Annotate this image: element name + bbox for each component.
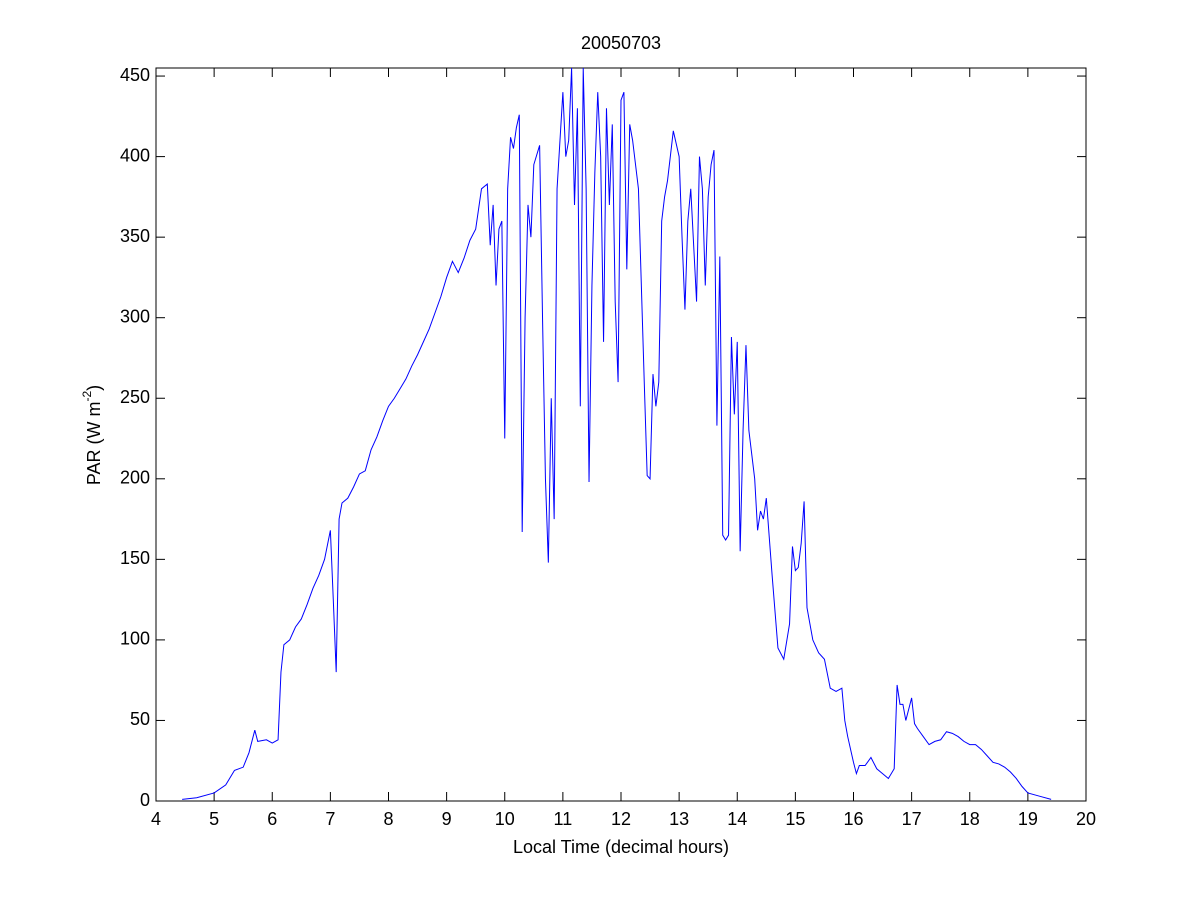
- y-axis-label-suffix: ): [84, 385, 104, 391]
- y-axis-label-text: PAR (W m: [84, 402, 104, 486]
- data-line: [182, 67, 1052, 800]
- x-tick-label: 5: [209, 809, 219, 829]
- x-tick-label: 14: [727, 809, 747, 829]
- x-tick-label: 13: [669, 809, 689, 829]
- y-tick-label: 0: [140, 790, 150, 810]
- x-tick-label: 15: [785, 809, 805, 829]
- x-tick-label: 7: [325, 809, 335, 829]
- y-axis-label-sup: -2: [80, 391, 94, 402]
- y-tick-label: 300: [120, 306, 150, 326]
- x-tick-label: 19: [1018, 809, 1038, 829]
- x-axis-label: Local Time (decimal hours): [513, 837, 729, 857]
- x-tick-label: 9: [442, 809, 452, 829]
- y-tick-label: 200: [120, 468, 150, 488]
- y-tick-label: 100: [120, 629, 150, 649]
- y-axis-label: PAR (W m-2): [80, 385, 104, 485]
- x-tick-label: 10: [495, 809, 515, 829]
- plot-box: [155, 67, 1087, 802]
- y-tick-label: 450: [120, 65, 150, 85]
- chart-title: 20050703: [581, 33, 661, 53]
- y-tick-label: 50: [130, 709, 150, 729]
- y-tick-label: 400: [120, 145, 150, 165]
- x-tick-label: 11: [554, 809, 573, 829]
- y-tick-label: 150: [120, 548, 150, 568]
- x-tick-label: 20: [1076, 809, 1096, 829]
- x-tick-label: 8: [383, 809, 393, 829]
- x-tick-label: 17: [902, 809, 922, 829]
- x-tick-label: 12: [611, 809, 631, 829]
- y-tick-label: 250: [120, 387, 150, 407]
- x-tick-label: 16: [843, 809, 863, 829]
- y-tick-label: 350: [120, 226, 150, 246]
- x-tick-label: 6: [267, 809, 277, 829]
- x-tick-label: 4: [151, 809, 161, 829]
- x-tick-label: 18: [960, 809, 980, 829]
